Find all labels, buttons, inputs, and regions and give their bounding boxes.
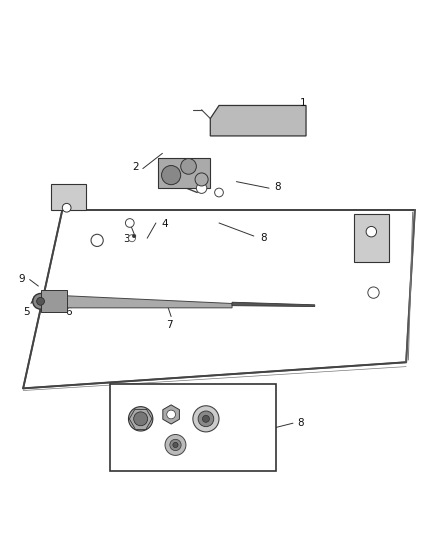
- Circle shape: [165, 434, 186, 455]
- Circle shape: [366, 227, 377, 237]
- Text: 1: 1: [300, 98, 306, 108]
- Text: 6: 6: [66, 306, 72, 317]
- Circle shape: [37, 297, 45, 305]
- Circle shape: [215, 188, 223, 197]
- Text: 8: 8: [297, 418, 304, 428]
- Polygon shape: [163, 405, 180, 424]
- Text: 8: 8: [275, 182, 281, 192]
- Circle shape: [33, 294, 48, 309]
- Polygon shape: [51, 184, 86, 210]
- Circle shape: [62, 204, 71, 212]
- Polygon shape: [210, 106, 306, 136]
- Circle shape: [202, 415, 209, 422]
- Circle shape: [195, 173, 208, 186]
- Polygon shape: [45, 295, 232, 308]
- Text: 4: 4: [162, 219, 168, 229]
- Circle shape: [170, 439, 181, 450]
- Circle shape: [181, 158, 196, 174]
- Circle shape: [128, 235, 135, 241]
- Polygon shape: [354, 214, 389, 262]
- Circle shape: [198, 411, 214, 426]
- Circle shape: [132, 235, 136, 238]
- Text: 7: 7: [166, 320, 172, 330]
- Text: 5: 5: [23, 306, 30, 317]
- Bar: [110, 384, 276, 471]
- Polygon shape: [232, 302, 315, 306]
- Circle shape: [167, 410, 176, 419]
- Circle shape: [125, 219, 134, 228]
- Circle shape: [91, 235, 103, 246]
- Circle shape: [196, 183, 207, 193]
- Text: 2: 2: [132, 162, 138, 172]
- Circle shape: [128, 407, 153, 431]
- Circle shape: [134, 412, 148, 426]
- Circle shape: [162, 166, 181, 184]
- Circle shape: [193, 406, 219, 432]
- Text: 9: 9: [19, 273, 25, 284]
- Circle shape: [368, 287, 379, 298]
- Text: 8: 8: [260, 233, 267, 243]
- Polygon shape: [41, 290, 67, 312]
- Polygon shape: [158, 158, 210, 188]
- Circle shape: [173, 442, 178, 448]
- Text: 3: 3: [123, 234, 130, 244]
